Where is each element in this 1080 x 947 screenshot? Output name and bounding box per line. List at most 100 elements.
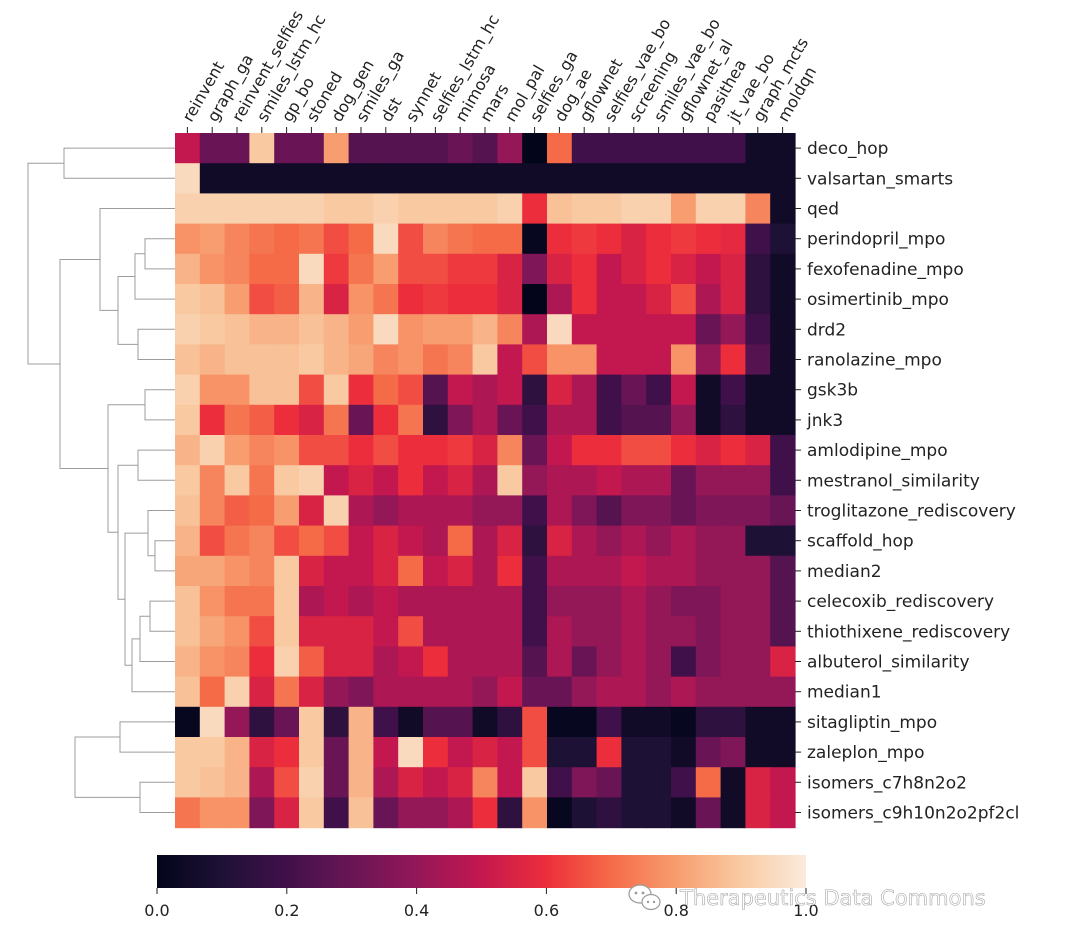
heatmap-cell — [398, 465, 424, 496]
heatmap-cell — [571, 706, 598, 738]
heatmap-cell — [175, 586, 201, 617]
dendrogram-branch — [107, 404, 145, 533]
heatmap-cell — [497, 646, 523, 678]
dendrogram-branch — [137, 449, 175, 481]
heatmap-cell — [398, 495, 424, 527]
watermark-text: Therapeutics Data Commons — [679, 886, 986, 910]
dendrogram-branch — [144, 238, 175, 270]
heatmap-cell — [224, 163, 250, 194]
heatmap-cell — [522, 284, 548, 315]
heatmap-cell — [348, 767, 374, 798]
heatmap-cell — [423, 586, 449, 617]
heatmap-cell — [373, 344, 399, 376]
heatmap-cell — [299, 163, 325, 194]
heatmap-cell — [621, 525, 647, 557]
heatmap-cell — [274, 435, 300, 466]
heatmap-cell — [373, 616, 399, 647]
heatmap-cell — [323, 435, 350, 466]
row-label: perindopril_mpo — [807, 230, 945, 250]
heatmap-cell — [274, 737, 300, 768]
heatmap-cell — [646, 284, 672, 315]
heatmap-cell — [274, 374, 300, 406]
heatmap-cell — [571, 284, 598, 315]
heatmap-cell — [249, 495, 275, 527]
row-label: scaffold_hop — [807, 532, 914, 552]
heatmap-cell — [249, 676, 275, 708]
heatmap-cell — [646, 344, 672, 376]
heatmap-cell — [199, 223, 226, 255]
heatmap-cell — [274, 495, 300, 527]
heatmap-cell — [497, 616, 523, 647]
colorbar-tick-label: 0.6 — [534, 901, 559, 920]
heatmap-cell — [323, 555, 350, 587]
heatmap-cell — [299, 193, 325, 225]
heatmap-cell — [472, 495, 498, 527]
heatmap-cell — [447, 435, 474, 466]
heatmap-cell — [671, 193, 697, 225]
heatmap-cell — [720, 133, 746, 164]
heatmap-cell — [497, 737, 523, 768]
heatmap-cell — [621, 404, 647, 436]
heatmap-cell — [571, 555, 598, 587]
heatmap-cell — [596, 253, 622, 285]
dendrogram-branch — [63, 147, 175, 179]
heatmap-cell — [299, 555, 325, 587]
heatmap-cell — [199, 284, 226, 315]
heatmap-cell — [695, 465, 722, 496]
heatmap-cell — [472, 374, 498, 406]
heatmap-cell — [720, 193, 746, 225]
heatmap-cell — [547, 404, 573, 436]
heatmap-cell — [770, 193, 796, 225]
heatmap-cell — [745, 767, 771, 798]
heatmap-cell — [348, 586, 374, 617]
heatmap-cell — [596, 133, 622, 164]
heatmap-cell — [695, 555, 722, 587]
heatmap-cell — [472, 525, 498, 557]
heatmap-cell — [695, 163, 722, 194]
heatmap-cell — [199, 586, 226, 617]
heatmap-cell — [720, 706, 746, 738]
heatmap-cell — [646, 555, 672, 587]
heatmap-cell — [175, 646, 201, 678]
heatmap-cell — [720, 284, 746, 315]
heatmap-cell — [447, 646, 474, 678]
heatmap-cell — [199, 555, 226, 587]
heatmap-cell — [323, 797, 350, 829]
dendrogram-branch — [117, 464, 138, 600]
heatmap-cell — [720, 586, 746, 617]
heatmap-cell — [423, 767, 449, 798]
heatmap-cell — [671, 284, 697, 315]
heatmap-cell — [199, 737, 226, 768]
heatmap-cell — [770, 344, 796, 376]
heatmap-cell — [224, 676, 250, 708]
heatmap-cell — [447, 676, 474, 708]
dendrogram-branch — [124, 532, 148, 666]
heatmap-cell — [323, 706, 350, 738]
heatmap-cell — [299, 495, 325, 527]
heatmap-cell — [274, 223, 300, 255]
heatmap-cell — [695, 737, 722, 768]
heatmap-cell — [770, 495, 796, 527]
heatmap-cell — [596, 767, 622, 798]
heatmap-cell — [596, 344, 622, 376]
heatmap-cell — [720, 525, 746, 557]
heatmap-cell — [323, 404, 350, 436]
heatmap-cell — [199, 404, 226, 436]
heatmap-cell — [671, 223, 697, 255]
heatmap-cell — [621, 344, 647, 376]
heatmap-cell — [522, 163, 548, 194]
heatmap-cell — [472, 797, 498, 829]
heatmap-cell — [770, 223, 796, 255]
heatmap-cell — [398, 374, 424, 406]
heatmap-cell — [472, 586, 498, 617]
heatmap-cell — [299, 586, 325, 617]
heatmap-cell — [745, 133, 771, 164]
heatmap-cell — [323, 767, 350, 798]
colorbar-tick-label: 1.0 — [793, 901, 818, 920]
heatmap-cell — [745, 495, 771, 527]
heatmap-cell — [497, 284, 523, 315]
row-label: jnk3 — [806, 411, 843, 431]
heatmap-cell — [695, 676, 722, 708]
heatmap-cell — [596, 555, 622, 587]
